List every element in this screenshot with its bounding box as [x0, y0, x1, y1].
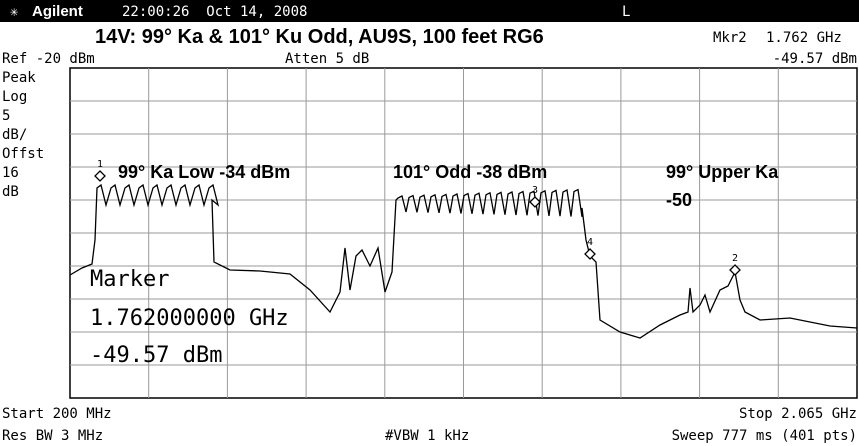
marker-amplitude: -49.57 dBm [773, 51, 857, 67]
header-bar [0, 0, 859, 22]
marker-id: 3 [532, 185, 538, 196]
brand: Agilent [32, 3, 83, 20]
scale-label: dB [2, 184, 19, 200]
annotation: 99° Ka Low -34 dBm [118, 162, 290, 182]
annotation: 99° Upper Ka [666, 162, 779, 182]
logo: ✳ [10, 4, 19, 20]
scale-labels: Peak Log 5 dB/Offst 16 dB [2, 70, 44, 200]
trace [69, 183, 858, 339]
markers: 1 2 3 4 [94, 159, 741, 276]
scale-label: 5 [2, 108, 10, 124]
scale-label: Log [2, 89, 27, 105]
title: 14V: 99° Ka & 101° Ku Odd, AU9S, 100 fee… [95, 26, 544, 48]
datetime: 22:00:26 Oct 14, 2008 [122, 4, 307, 20]
marker-id: 2 [732, 253, 738, 264]
scale-label: 16 [2, 165, 19, 181]
marker-id: 4 [587, 237, 593, 248]
marker-diamond [529, 196, 541, 208]
graticule [70, 68, 857, 398]
resolution-bandwidth: Res BW 3 MHz [2, 428, 103, 444]
video-bandwidth: #VBW 1 kHz [385, 428, 469, 444]
attenuation: Atten 5 dB [285, 51, 369, 67]
marker-frequency: 1.762 GHz [766, 30, 842, 46]
annotation: 101° Odd -38 dBm [393, 162, 547, 182]
ref-level: Ref -20 dBm [2, 51, 95, 67]
marker-diamond [729, 264, 741, 276]
marker-id: 1 [97, 159, 103, 170]
scale-label: Offst [2, 146, 44, 162]
marker-box-line: 1.762000000 GHz [90, 306, 289, 331]
marker-diamond [94, 170, 106, 182]
scale-label: dB/ [2, 127, 27, 143]
marker-box-line: -49.57 dBm [90, 343, 222, 368]
stop-frequency: Stop 2.065 GHz [739, 406, 857, 422]
annotation: -50 [666, 190, 692, 210]
marker-diamond [584, 248, 596, 260]
sweep: Sweep 777 ms (401 pts) [672, 428, 857, 444]
marker-box-line: Marker [90, 267, 169, 292]
mode: L [622, 4, 630, 20]
start-frequency: Start 200 MHz [2, 406, 112, 422]
marker-label: Mkr2 [713, 30, 747, 46]
scale-label: Peak [2, 70, 36, 86]
